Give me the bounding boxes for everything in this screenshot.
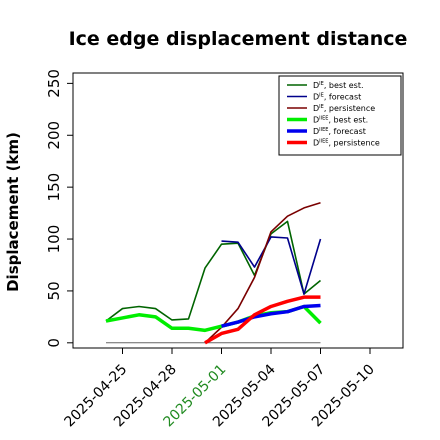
y-axis-label: Displacement (km) xyxy=(4,132,22,292)
legend: DIE, best est. DIE, forecast DIE, persiste… xyxy=(278,75,402,156)
y-tick-label: 0 xyxy=(45,338,63,348)
y-tick-label: 200 xyxy=(45,121,63,150)
y-tick-label: 250 xyxy=(45,69,63,98)
x-axis: 2025-04-252025-04-282025-05-012025-05-04… xyxy=(61,348,378,430)
y-tick-label: 150 xyxy=(45,173,63,202)
series-line xyxy=(204,201,321,344)
y-tick-label: 100 xyxy=(45,225,63,254)
series-line xyxy=(204,295,321,345)
chart-title: Ice edge displacement distance xyxy=(69,28,408,50)
plot-frame xyxy=(72,72,404,349)
legend-label: DIIEE, best est. xyxy=(313,116,368,125)
series-line xyxy=(221,236,322,295)
legend-label: DIE, persistence xyxy=(313,104,375,113)
legend-label: DIE, forecast xyxy=(313,93,361,102)
series-line xyxy=(105,220,322,322)
legend-box xyxy=(278,75,402,156)
y-axis: 0 50 100 150 200 250 xyxy=(45,69,73,348)
legend-label: DIIEE, forecast xyxy=(313,127,366,136)
series-line xyxy=(221,303,321,328)
plot-lines xyxy=(105,201,322,345)
legend-label: DIE, best est. xyxy=(313,81,364,90)
y-tick-label: 50 xyxy=(45,281,63,300)
legend-label: DIIEE, persistence xyxy=(313,139,380,148)
